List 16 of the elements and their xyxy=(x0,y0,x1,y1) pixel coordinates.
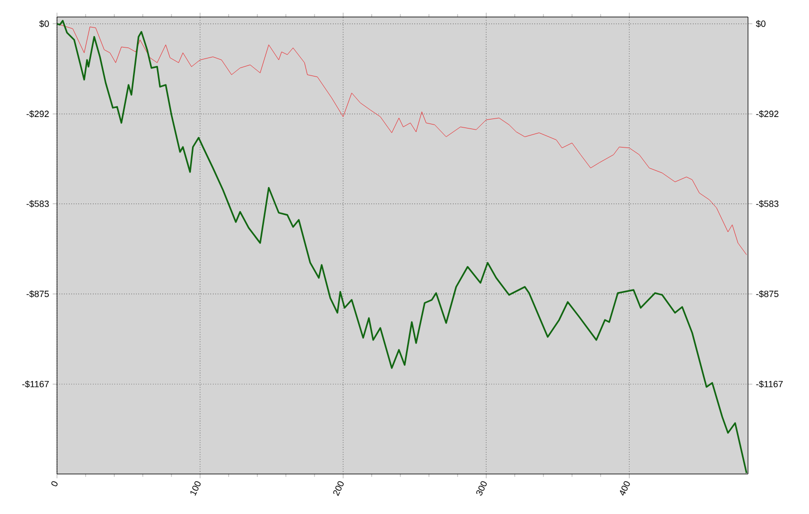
x-tick-label: 200 xyxy=(333,481,344,496)
y2-tick-label: -$583 xyxy=(756,200,778,208)
x-tick-label: 300 xyxy=(476,481,487,496)
y2-tick-label: -$292 xyxy=(756,110,778,118)
y-tick-label: -$583 xyxy=(26,200,49,208)
line-series xyxy=(57,20,748,474)
y2-tick-label: -$1167 xyxy=(756,380,783,388)
x-tick-label: 0 xyxy=(51,481,58,486)
y-tick-label: -$292 xyxy=(26,110,49,118)
y-tick-label: $0 xyxy=(39,20,49,28)
y-tick-label: -$875 xyxy=(26,290,49,298)
y-tick-label: -$1167 xyxy=(22,380,49,388)
x-tick-label: 100 xyxy=(190,481,201,496)
y2-tick-label: -$875 xyxy=(756,290,778,298)
y2-tick-label: $0 xyxy=(756,20,766,28)
x-tick-label: 400 xyxy=(620,481,630,496)
